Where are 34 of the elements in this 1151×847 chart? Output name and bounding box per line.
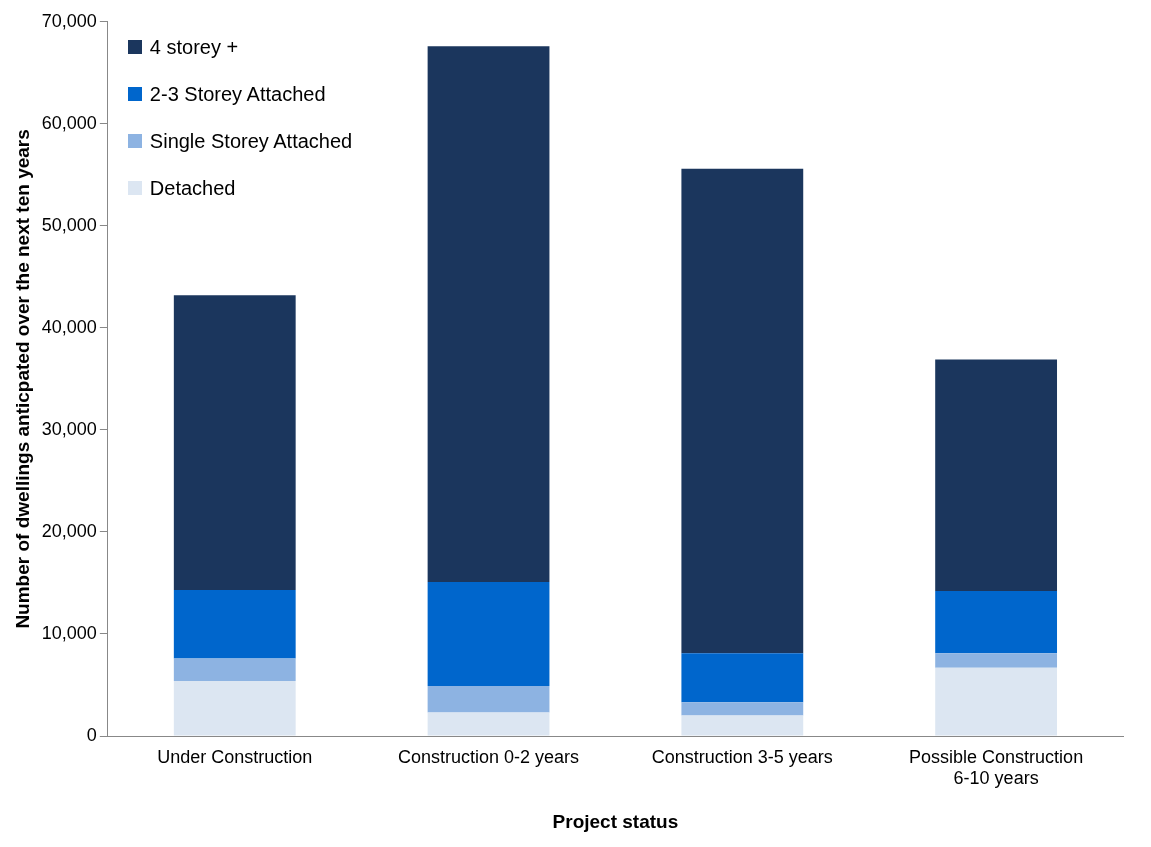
y-tick-label: 20,000 xyxy=(41,520,97,541)
bar xyxy=(681,653,804,703)
bar xyxy=(173,590,296,659)
bar xyxy=(427,46,550,582)
bar xyxy=(935,667,1058,736)
bar xyxy=(681,715,804,736)
x-axis-title: Project status xyxy=(552,810,679,832)
x-tick-label: Construction 3-5 years xyxy=(651,746,833,767)
bar xyxy=(681,702,804,716)
y-tick-label: 30,000 xyxy=(41,418,97,439)
y-tick-label: 70,000 xyxy=(41,10,97,31)
bar xyxy=(935,653,1058,668)
bar xyxy=(935,591,1058,654)
bar xyxy=(427,581,550,687)
y-tick-label: 10,000 xyxy=(41,622,97,643)
x-tick-label: Possible Construction 6-10 years xyxy=(909,746,1084,789)
legend-label: Detached xyxy=(149,176,236,200)
legend-label: 4 storey + xyxy=(149,35,239,59)
legend-label: 2-3 Storey Attached xyxy=(149,82,326,106)
bar xyxy=(173,658,296,681)
x-tick-label: Under Construction xyxy=(157,746,313,767)
y-tick-label: 50,000 xyxy=(41,214,97,235)
legend-label: Single Storey Attached xyxy=(149,129,353,153)
y-tick-label: 40,000 xyxy=(41,316,97,337)
bar xyxy=(681,168,804,654)
bar xyxy=(427,686,550,713)
bar xyxy=(173,295,296,591)
y-axis-title: Number of dwellings anticpated over the next ten years xyxy=(11,129,33,629)
bar xyxy=(173,680,296,736)
bar xyxy=(935,359,1058,592)
y-tick-label: 60,000 xyxy=(41,112,97,133)
bar xyxy=(427,712,550,736)
x-tick-label: Construction 0-2 years xyxy=(397,746,580,767)
y-tick-label: 0 xyxy=(86,724,97,745)
